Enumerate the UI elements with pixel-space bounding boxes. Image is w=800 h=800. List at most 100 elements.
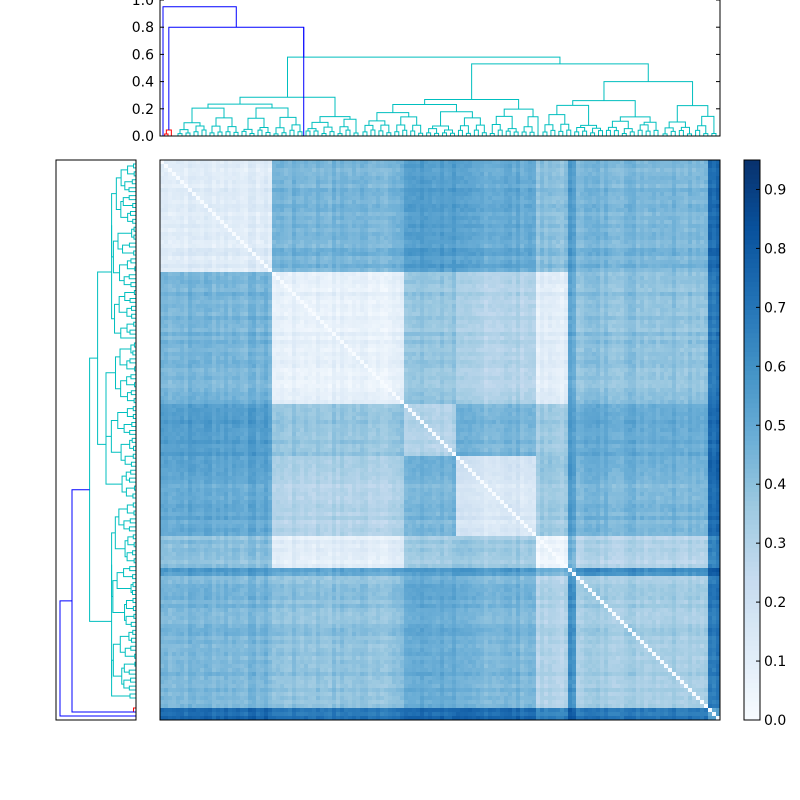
- heatmap-cell: [360, 188, 365, 193]
- heatmap-cell: [168, 244, 173, 249]
- heatmap-cell: [420, 208, 425, 213]
- heatmap-cell: [168, 264, 173, 269]
- heatmap-cell: [460, 288, 465, 293]
- heatmap-cell: [628, 192, 633, 197]
- heatmap-cell: [432, 280, 437, 285]
- heatmap-cell: [536, 284, 541, 289]
- heatmap-cell: [468, 256, 473, 261]
- heatmap-cell: [232, 176, 237, 181]
- heatmap-cell: [592, 276, 597, 281]
- heatmap-cell: [656, 176, 661, 181]
- heatmap-cell: [300, 272, 305, 277]
- heatmap-cell: [336, 268, 341, 273]
- heatmap-cell: [184, 212, 189, 217]
- heatmap-cell: [584, 176, 589, 181]
- heatmap-cell: [612, 268, 617, 273]
- heatmap-cell: [692, 220, 697, 225]
- heatmap-cell: [280, 248, 285, 253]
- heatmap-cell: [608, 272, 613, 277]
- heatmap-cell: [348, 172, 353, 177]
- heatmap-cell: [456, 184, 461, 189]
- heatmap-cell: [708, 280, 713, 285]
- heatmap-cell: [552, 252, 557, 257]
- heatmap-cell: [712, 180, 717, 185]
- heatmap-cell: [676, 212, 681, 217]
- heatmap-cell: [520, 272, 525, 277]
- heatmap-cell: [364, 288, 369, 293]
- heatmap-cell: [256, 292, 261, 297]
- heatmap-cell: [692, 216, 697, 221]
- heatmap-cell: [584, 204, 589, 209]
- heatmap-cell: [676, 236, 681, 241]
- heatmap-cell: [236, 292, 241, 297]
- heatmap-cell: [240, 200, 245, 205]
- heatmap-cell: [644, 180, 649, 185]
- heatmap-cell: [432, 252, 437, 257]
- heatmap-cell: [352, 200, 357, 205]
- heatmap-cell: [572, 236, 577, 241]
- heatmap-cell: [324, 284, 329, 289]
- heatmap-cell: [512, 256, 517, 261]
- heatmap-cell: [176, 196, 181, 201]
- heatmap-cell: [292, 192, 297, 197]
- heatmap-cell: [616, 260, 621, 265]
- heatmap-cell: [428, 256, 433, 261]
- heatmap-cell: [672, 240, 677, 245]
- heatmap-cell: [240, 216, 245, 221]
- heatmap-cell: [380, 288, 385, 293]
- heatmap-cell: [548, 204, 553, 209]
- heatmap-cell: [588, 168, 593, 173]
- heatmap-cell: [536, 192, 541, 197]
- heatmap-cell: [304, 200, 309, 205]
- heatmap-cell: [684, 188, 689, 193]
- heatmap-cell: [364, 292, 369, 297]
- heatmap-cell: [176, 288, 181, 293]
- heatmap-cell: [408, 208, 413, 213]
- heatmap-cell: [704, 196, 709, 201]
- heatmap-cell: [668, 236, 673, 241]
- heatmap-cell: [692, 204, 697, 209]
- heatmap-cell: [160, 212, 165, 217]
- heatmap-cell: [264, 288, 269, 293]
- heatmap-cell: [656, 160, 661, 165]
- heatmap-cell: [540, 264, 545, 269]
- heatmap-cell: [308, 188, 313, 193]
- heatmap-cell: [632, 168, 637, 173]
- heatmap-cell: [712, 188, 717, 193]
- heatmap-cell: [288, 184, 293, 189]
- heatmap-cell: [460, 212, 465, 217]
- heatmap-cell: [676, 280, 681, 285]
- heatmap-cell: [172, 220, 177, 225]
- heatmap-cell: [624, 216, 629, 221]
- heatmap-cell: [392, 272, 397, 277]
- heatmap-cell: [564, 176, 569, 181]
- heatmap-cell: [696, 240, 701, 245]
- heatmap-cell: [668, 216, 673, 221]
- heatmap-cell: [432, 292, 437, 297]
- heatmap-cell: [268, 184, 273, 189]
- heatmap-cell: [296, 248, 301, 253]
- heatmap-cell: [660, 268, 665, 273]
- heatmap-cell: [708, 224, 713, 229]
- heatmap-cell: [464, 192, 469, 197]
- heatmap-cell: [500, 168, 505, 173]
- heatmap-cell: [388, 248, 393, 253]
- heatmap-cell: [628, 212, 633, 217]
- heatmap-cell: [696, 196, 701, 201]
- heatmap-cell: [228, 176, 233, 181]
- heatmap-cell: [380, 276, 385, 281]
- heatmap-cell: [588, 208, 593, 213]
- heatmap-cell: [356, 180, 361, 185]
- heatmap-cell: [460, 232, 465, 237]
- heatmap-cell: [232, 216, 237, 221]
- heatmap-cell: [616, 280, 621, 285]
- heatmap-cell: [424, 248, 429, 253]
- heatmap-cell: [260, 268, 265, 273]
- heatmap-cell: [644, 220, 649, 225]
- heatmap-cell: [520, 184, 525, 189]
- heatmap-cell: [324, 236, 329, 241]
- heatmap-cell: [272, 204, 277, 209]
- heatmap-cell: [492, 248, 497, 253]
- heatmap-cell: [220, 184, 225, 189]
- heatmap-cell: [204, 172, 209, 177]
